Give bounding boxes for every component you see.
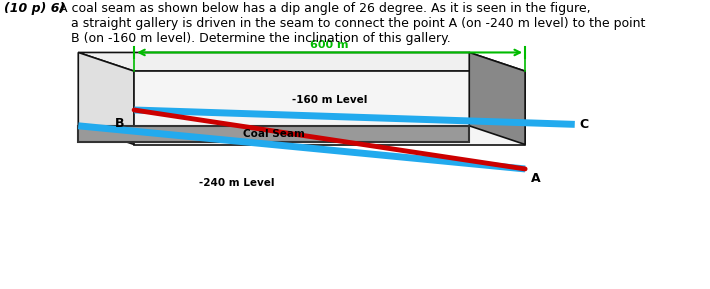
Text: 600 m: 600 m bbox=[310, 40, 349, 50]
Text: A: A bbox=[531, 172, 541, 185]
Polygon shape bbox=[78, 53, 134, 144]
Text: -160 m Level: -160 m Level bbox=[292, 95, 367, 105]
Text: B: B bbox=[115, 117, 125, 130]
Polygon shape bbox=[78, 53, 525, 71]
Text: -240 m Level: -240 m Level bbox=[199, 177, 274, 188]
Text: Coal Seam: Coal Seam bbox=[243, 129, 305, 139]
Polygon shape bbox=[134, 71, 525, 144]
Text: (10 p) 6): (10 p) 6) bbox=[4, 2, 65, 15]
Polygon shape bbox=[469, 53, 525, 144]
Polygon shape bbox=[78, 126, 469, 142]
Text: C: C bbox=[580, 118, 589, 131]
Text: A coal seam as shown below has a dip angle of 26 degree. As it is seen in the fi: A coal seam as shown below has a dip ang… bbox=[55, 2, 645, 45]
